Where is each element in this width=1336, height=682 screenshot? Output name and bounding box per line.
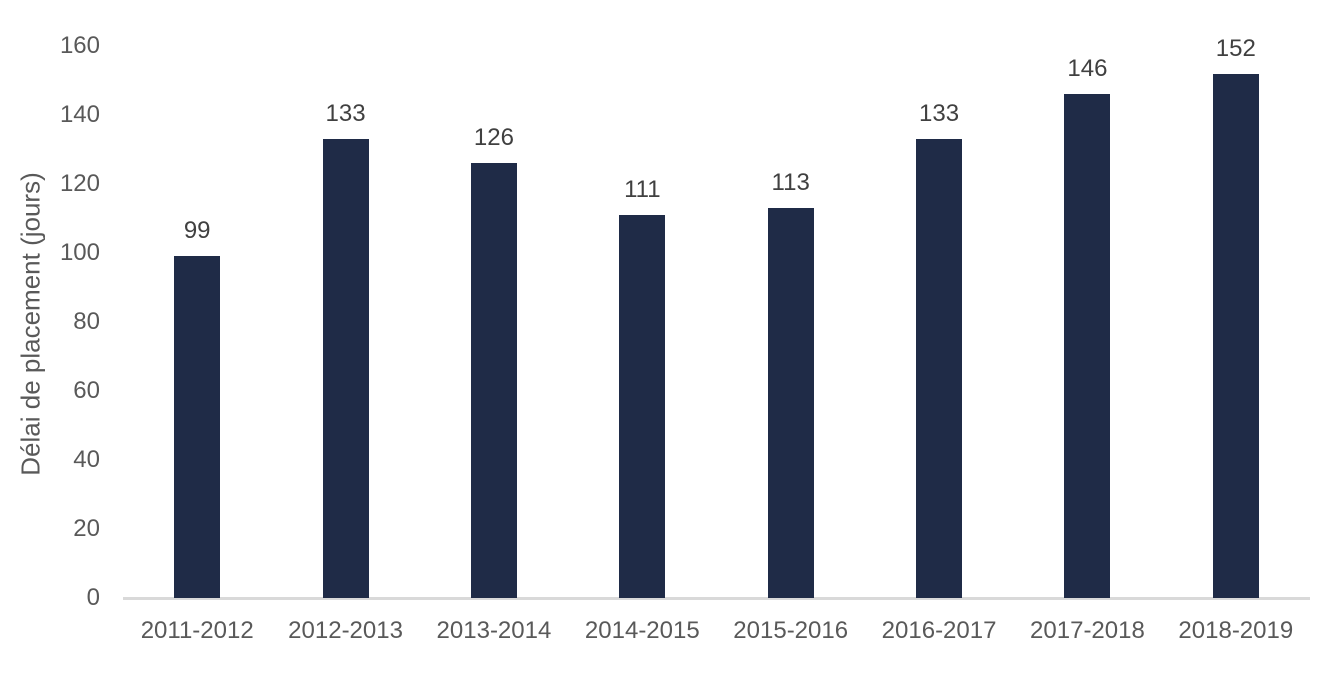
bar-value-label: 146: [1067, 55, 1108, 83]
x-category-label: 2013-2014: [436, 617, 552, 644]
x-category-label: 2016-2017: [881, 617, 997, 644]
y-tick-label: 100: [59, 239, 100, 266]
bar-value-label: 133: [325, 100, 366, 128]
bar-slot: 133: [271, 46, 419, 598]
bar-2015-2016: [767, 208, 814, 598]
bar-value-label: 133: [919, 100, 960, 128]
y-tick-label: 80: [73, 308, 100, 335]
bar-2012-2013: [322, 139, 369, 598]
x-category-label: 2012-2013: [288, 617, 403, 644]
bar-slot: 133: [865, 46, 1013, 598]
plot-area: 99 133 126 111 113 133 146 152: [123, 36, 1310, 600]
y-tick-label: 60: [73, 377, 100, 404]
bar-value-label: 126: [473, 124, 514, 152]
x-category-label: 2011-2012: [140, 617, 254, 644]
bar-slot: 152: [1162, 36, 1310, 598]
y-tick-label: 0: [86, 584, 100, 611]
bar-slot: 146: [1013, 46, 1161, 598]
bar-2017-2018: [1064, 94, 1111, 598]
bar-slot: 113: [717, 46, 865, 598]
bar-slot: 126: [420, 46, 568, 598]
bar-2011-2012: [174, 256, 221, 598]
x-category-label: 2017-2018: [1030, 617, 1145, 644]
bar-value-label: 152: [1215, 34, 1256, 62]
bar-2014-2015: [619, 215, 666, 598]
bar-value-label: 99: [183, 217, 211, 245]
x-category-label: 2014-2015: [584, 617, 700, 644]
bar-value-label: 113: [771, 169, 810, 197]
bar-slot: 111: [568, 46, 716, 598]
y-tick-label: 40: [73, 446, 100, 473]
x-axis-line: [123, 597, 1310, 600]
y-tick-label: 20: [73, 515, 100, 542]
y-tick-label: 120: [59, 170, 100, 197]
y-tick-label: 160: [59, 32, 100, 59]
y-tick-label: 140: [59, 101, 100, 128]
bar-2016-2017: [916, 139, 963, 598]
x-category-label: 2015-2016: [733, 617, 849, 644]
bar-value-label: 111: [624, 176, 661, 204]
x-category-label: 2018-2019: [1178, 617, 1294, 644]
bar-2013-2014: [470, 163, 517, 598]
bar-2018-2019: [1212, 73, 1259, 598]
bar-slot: 99: [123, 46, 271, 598]
